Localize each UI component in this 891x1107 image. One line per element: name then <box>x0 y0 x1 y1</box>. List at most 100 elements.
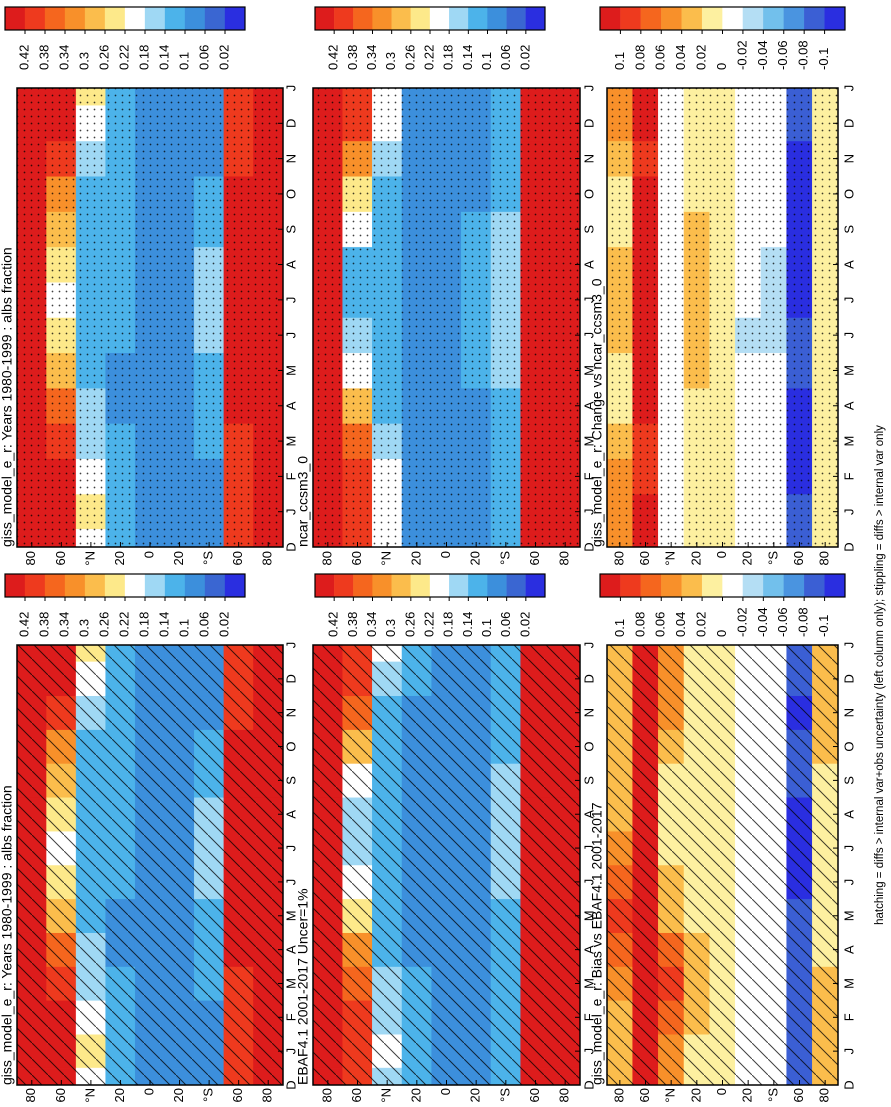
colorbar-label: 0.1 <box>612 619 627 637</box>
colorbar-label: 0.26 <box>402 45 417 70</box>
colorbar-swatch <box>104 573 126 598</box>
x-tick-label: J <box>581 508 596 515</box>
colorbar-label: 0.1 <box>612 52 627 70</box>
colorbar-swatch <box>763 573 784 598</box>
caption: hatching = diffs > internal var+obs unce… <box>874 425 886 925</box>
colorbar-swatch <box>487 6 507 31</box>
hatching <box>313 645 580 1085</box>
colorbar-swatch <box>449 6 469 31</box>
x-tick-label: N <box>283 708 298 717</box>
colorbar-swatch <box>824 573 846 598</box>
y-tick-label: 60 <box>637 551 652 565</box>
x-tick-label: M <box>581 365 596 376</box>
colorbar-label: 0.04 <box>673 612 688 637</box>
colorbar-label: 0.42 <box>326 612 341 637</box>
colorbar-label: 0.26 <box>96 45 111 70</box>
colorbar-label: 0.42 <box>326 45 341 70</box>
x-tick-label: S <box>283 225 298 234</box>
y-tick-label: 0 <box>438 551 453 558</box>
x-tick-label: J <box>283 642 298 649</box>
panel-title: giss_model_e_r: Years 1980-1999 : albs f… <box>0 247 15 547</box>
colorbar-label: 0.06 <box>653 45 668 70</box>
x-tick-label: D <box>581 119 596 128</box>
panel-title: giss_model_e_r: Change vs ncar_ccsm3_0 <box>589 278 605 547</box>
colorbar-label: 0.3 <box>383 52 398 70</box>
x-tick-label: S <box>841 776 856 785</box>
colorbar-label: 0.26 <box>96 612 111 637</box>
x-tick-label: J <box>581 879 596 886</box>
colorbar-swatch <box>681 573 703 598</box>
y-tick-label: 80 <box>319 551 334 565</box>
y-tick-label: °N <box>663 551 678 566</box>
colorbar-label: 0 <box>714 63 729 70</box>
colorbar-swatch <box>620 6 641 31</box>
colorbar-swatch <box>84 6 106 31</box>
colorbar-swatch <box>742 6 764 31</box>
colorbar-swatch <box>410 6 431 31</box>
y-tick-label: °N <box>82 1088 97 1103</box>
colorbar-swatch <box>410 573 431 598</box>
colorbar-swatch <box>429 573 450 598</box>
x-tick-label: A <box>581 401 596 410</box>
colorbar-swatch <box>701 6 723 31</box>
y-tick-label: °S <box>765 1088 780 1102</box>
y-tick-label: 60 <box>791 551 806 565</box>
colorbar-label: 0.26 <box>402 612 417 637</box>
colorbar-swatch <box>449 573 469 598</box>
x-tick-label: S <box>581 225 596 234</box>
y-tick-label: 20 <box>112 551 127 565</box>
y-tick-label: 60 <box>349 1088 364 1102</box>
x-tick-label: O <box>581 741 596 751</box>
colorbar-label: 0.1 <box>176 52 191 70</box>
colorbar-swatch <box>599 6 621 31</box>
panel-title: EBAF4.1 2001-2017 Uncer=1% <box>295 888 311 1085</box>
colorbar-label: 0.02 <box>216 612 231 637</box>
y-tick-label: 80 <box>260 551 275 565</box>
y-tick-label: °N <box>379 1088 394 1103</box>
y-tick-label: 60 <box>230 1088 245 1102</box>
y-tick-label: °S <box>497 1088 512 1102</box>
x-tick-label: J <box>581 642 596 649</box>
colorbar-label: 0.38 <box>36 612 51 637</box>
x-tick-label: M <box>841 436 856 447</box>
colorbar-label: 0.3 <box>76 52 91 70</box>
colorbar-swatch <box>661 6 682 31</box>
x-tick-label: J <box>581 297 596 304</box>
x-tick-label: J <box>581 85 596 92</box>
x-tick-label: M <box>841 365 856 376</box>
colorbar-swatch <box>353 573 373 598</box>
colorbar-swatch <box>4 6 26 31</box>
colorbar-swatch <box>372 573 392 598</box>
colorbar-label: -0.04 <box>755 607 770 637</box>
colorbar-label: 0.38 <box>345 45 360 70</box>
y-tick-label: 60 <box>53 1088 68 1102</box>
colorbar-label: 0.14 <box>156 45 171 70</box>
x-tick-label: S <box>841 225 856 234</box>
x-tick-label: A <box>283 401 298 410</box>
colorbar-swatch <box>44 573 66 598</box>
x-tick-label: M <box>581 978 596 989</box>
y-tick-label: 20 <box>408 551 423 565</box>
colorbar-swatch <box>204 573 226 598</box>
y-tick-label: 60 <box>349 551 364 565</box>
colorbar-swatch <box>144 573 166 598</box>
colorbar-label: 0.02 <box>694 45 709 70</box>
y-tick-label: 20 <box>740 551 755 565</box>
x-tick-label: A <box>841 401 856 410</box>
colorbar-swatch <box>763 6 784 31</box>
y-tick-label: 60 <box>527 1088 542 1102</box>
x-tick-label: D <box>841 1080 856 1089</box>
x-tick-label: D <box>581 674 596 683</box>
y-tick-label: 20 <box>171 551 186 565</box>
colorbar-label: 0.06 <box>498 612 513 637</box>
colorbar-swatch <box>184 573 206 598</box>
x-tick-label: M <box>581 910 596 921</box>
colorbar-swatch <box>164 6 186 31</box>
y-tick-label: °S <box>497 551 512 565</box>
colorbar-label: 0.02 <box>517 45 532 70</box>
colorbar-label: 0.02 <box>216 45 231 70</box>
x-tick-label: A <box>581 260 596 269</box>
colorbar-swatch <box>391 573 411 598</box>
colorbar-label: 0.34 <box>56 45 71 70</box>
colorbar-label: 0.42 <box>16 45 31 70</box>
